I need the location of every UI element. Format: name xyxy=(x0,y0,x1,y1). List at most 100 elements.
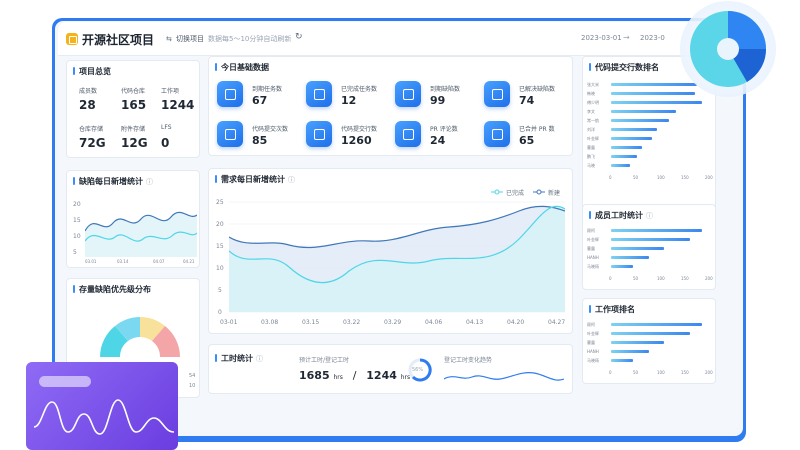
x-tick-label: 04.20 xyxy=(507,319,525,326)
bar[interactable] xyxy=(611,323,702,326)
x-tick-label: 50 xyxy=(633,175,639,180)
x-tick-label: 150 xyxy=(681,276,689,281)
x-tick-label: 100 xyxy=(657,276,665,281)
ring-percent-label: 56% xyxy=(412,367,424,373)
overview-label: 仓库存储 xyxy=(79,126,104,133)
work-time-est-label: 预计工时/登记工时 xyxy=(299,357,350,364)
x-tick-label: 03-01 xyxy=(220,319,238,326)
legend-new-icon xyxy=(533,189,545,195)
x-tick-label: 0 xyxy=(609,370,612,375)
bar-label: HANH xyxy=(587,255,599,260)
bar-label: 叶金辉 xyxy=(587,331,599,336)
bar-label: 刘洋 xyxy=(587,127,595,132)
legend-done[interactable]: 已完成 xyxy=(506,190,525,197)
bar-label: 叶金辉 xyxy=(587,136,599,141)
today-metrics-card: 今日基础数据 到期任务数 67 已完成任务数 12 到期缺陷数 99 已解决缺陷… xyxy=(208,56,573,156)
bar[interactable] xyxy=(611,229,702,232)
x-tick-label: 04.07 xyxy=(153,259,165,264)
bar[interactable] xyxy=(611,128,657,131)
bar[interactable] xyxy=(611,110,676,113)
bar[interactable] xyxy=(611,155,637,158)
bar[interactable] xyxy=(611,332,690,335)
overview-card: 项目总览 成员数 28 代码仓库 165 工作项 1244 仓库存储 72G 附… xyxy=(66,60,200,158)
metric-value: 99 xyxy=(430,94,446,107)
x-tick-label: 100 xyxy=(657,175,665,180)
bar-label: HANH xyxy=(587,349,599,354)
bar[interactable] xyxy=(611,256,649,259)
y-tick-label: 10 xyxy=(216,265,224,272)
help-icon[interactable]: ⓘ xyxy=(256,355,263,363)
legend-new[interactable]: 新建 xyxy=(548,190,561,197)
decorative-pill xyxy=(39,376,91,387)
y-tick-label: 10 xyxy=(73,233,81,240)
date-end[interactable]: 2023-0 xyxy=(640,34,665,42)
metric-label: 代码提交次数 xyxy=(252,126,289,133)
bar[interactable] xyxy=(611,359,633,362)
demand-daily-area-chart xyxy=(229,201,565,313)
bar[interactable] xyxy=(611,137,652,140)
x-tick-label: 200 xyxy=(705,276,713,281)
bar-label: 顾柯 xyxy=(587,322,595,327)
reg-hours-value: 1244 xyxy=(366,369,397,382)
date-start[interactable]: 2023-03-01 xyxy=(581,34,622,42)
bar[interactable] xyxy=(611,119,669,122)
overview-label: 工作项 xyxy=(161,88,180,95)
x-tick-label: 150 xyxy=(681,175,689,180)
y-tick-label: 0 xyxy=(218,309,222,316)
help-icon[interactable]: ⓘ xyxy=(646,212,653,220)
y-tick-label: 25 xyxy=(216,199,224,206)
metric-label: 已完成任务数 xyxy=(341,86,378,93)
work-time-trend-line xyxy=(444,372,564,381)
bar[interactable] xyxy=(611,83,697,86)
defect-daily-title: 缺陷每日新增统计 ⓘ xyxy=(73,176,153,187)
switch-icon[interactable]: ⇆ xyxy=(166,35,172,43)
demand-daily-title: 需求每日新增统计 ⓘ xyxy=(215,174,295,185)
x-tick-label: 04.27 xyxy=(548,319,566,326)
bar[interactable] xyxy=(611,265,633,268)
y-tick-label: 15 xyxy=(216,243,224,250)
bar[interactable] xyxy=(611,247,664,250)
priority-value-label: 10 xyxy=(189,383,196,389)
dashboard: 开源社区项目 ⇆ 切换项目 数据每5～10分钟自动刷新 ↻ 2023-03-01… xyxy=(58,22,738,432)
work-rank-title: 工作项排名 xyxy=(589,304,635,315)
defect-daily-line-chart xyxy=(85,211,197,257)
commit-rank-card: 代码提交行数排名 张大米 韩晓 傅少明 李文 常一航 刘洋 叶金辉 曹露 鹏飞 马晓 0 50 100 1… xyxy=(582,56,716,216)
refresh-icon[interactable]: ↻ xyxy=(295,32,303,42)
member-hours-title: 成员工时统计 ⓘ xyxy=(589,210,653,221)
bar-label: 曹露 xyxy=(587,145,595,150)
legend-done-icon xyxy=(491,189,503,195)
est-hours-unit: hrs xyxy=(333,374,343,381)
overview-value: 12G xyxy=(121,136,148,150)
overview-label: 成员数 xyxy=(79,88,98,95)
overview-value: 1244 xyxy=(161,98,195,112)
task-done-icon xyxy=(306,81,332,107)
bar[interactable] xyxy=(611,350,649,353)
defect-resolved-icon xyxy=(484,81,510,107)
bar-label: 傅少明 xyxy=(587,100,599,105)
pr-merged-icon xyxy=(484,121,510,147)
page-title: 开源社区项目 xyxy=(82,33,155,47)
x-tick-label: 03.22 xyxy=(343,319,361,326)
bar[interactable] xyxy=(611,101,702,104)
bar[interactable] xyxy=(611,341,664,344)
metric-label: 到期缺陷数 xyxy=(430,86,461,93)
x-tick-label: 100 xyxy=(657,370,665,375)
work-time-ring-chart xyxy=(408,358,432,382)
x-tick-label: 03.15 xyxy=(302,319,320,326)
commit-rank-title: 代码提交行数排名 xyxy=(589,62,659,73)
date-range-arrow-icon: → xyxy=(623,33,630,42)
bar[interactable] xyxy=(611,164,630,167)
refresh-note: 数据每5～10分钟自动刷新 xyxy=(208,35,292,43)
metric-label: 已合并 PR 数 xyxy=(519,126,555,133)
bar[interactable] xyxy=(611,146,642,149)
bar[interactable] xyxy=(611,92,695,95)
help-icon[interactable]: ⓘ xyxy=(146,178,153,186)
y-tick-label: 15 xyxy=(73,217,81,224)
metric-label: 代码提交行数 xyxy=(341,126,378,133)
bar[interactable] xyxy=(611,238,690,241)
help-icon[interactable]: ⓘ xyxy=(288,176,295,184)
switch-project-button[interactable]: 切换项目 xyxy=(176,35,204,43)
header-bar: 开源社区项目 ⇆ 切换项目 数据每5～10分钟自动刷新 ↻ 2023-03-01… xyxy=(58,22,738,56)
y-tick-label: 5 xyxy=(73,249,77,256)
metric-value: 12 xyxy=(341,94,357,107)
